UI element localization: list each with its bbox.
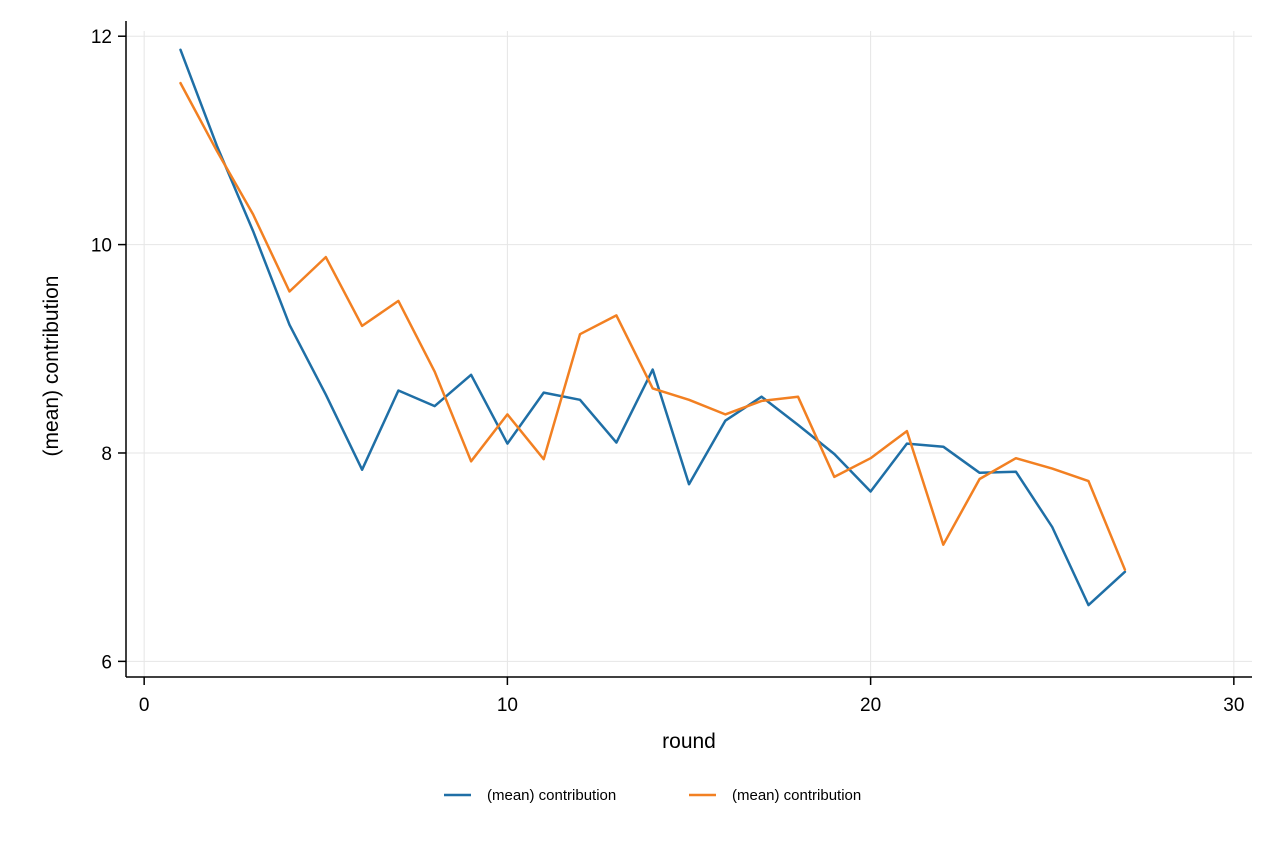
series-2-point-1 — [179, 82, 181, 84]
x-axis-title: round — [662, 730, 716, 753]
series-2-point-24 — [1015, 457, 1017, 459]
series-lines — [179, 48, 1127, 607]
series-2-point-5 — [325, 256, 327, 258]
series-2-point-27 — [1124, 569, 1126, 571]
series-2-point-4 — [288, 290, 290, 292]
series-2-point-12 — [579, 333, 581, 335]
series-2-point-6 — [361, 325, 363, 327]
series-1-point-17 — [760, 396, 762, 398]
series-1-point-2 — [216, 144, 218, 146]
y-axis-title: (mean) contribution — [40, 276, 63, 457]
series-2-point-19 — [833, 476, 835, 478]
series-1-point-1 — [179, 49, 181, 51]
series-1-point-16 — [724, 420, 726, 422]
x-tick-label-20: 20 — [860, 695, 881, 716]
series-2-point-7 — [397, 300, 399, 302]
series-1-point-27 — [1124, 571, 1126, 573]
x-tick-label-30: 30 — [1223, 695, 1244, 716]
series-1-point-20 — [869, 490, 871, 492]
series-1-point-26 — [1087, 604, 1089, 606]
series-1-point-4 — [288, 324, 290, 326]
series-1-point-18 — [797, 424, 799, 426]
series-1-point-19 — [833, 453, 835, 455]
series-1-point-21 — [906, 442, 908, 444]
series-2-point-26 — [1087, 480, 1089, 482]
series-2-point-3 — [252, 213, 254, 215]
x-tick-label-0: 0 — [139, 695, 150, 716]
series-1-point-3 — [252, 230, 254, 232]
gridlines — [126, 31, 1252, 677]
series-1-point-14 — [652, 368, 654, 370]
series-2-point-15 — [688, 399, 690, 401]
series-1-point-11 — [543, 391, 545, 393]
y-tick-label-6: 6 — [101, 652, 112, 673]
series-2-point-23 — [978, 478, 980, 480]
series-2-point-10 — [506, 413, 508, 415]
series-2-point-18 — [797, 396, 799, 398]
series-line-2 — [179, 81, 1127, 571]
series-2-point-9 — [470, 460, 472, 462]
series-1-point-22 — [942, 446, 944, 448]
legend-label-series-1: (mean) contribution — [487, 787, 616, 804]
series-2-point-16 — [724, 413, 726, 415]
y-tick-label-12: 12 — [91, 27, 112, 48]
series-2-point-11 — [543, 458, 545, 460]
series-1-point-13 — [615, 441, 617, 443]
series-1-point-7 — [397, 389, 399, 391]
series-2-point-8 — [434, 371, 436, 373]
series-2-point-17 — [760, 400, 762, 402]
series-1-point-24 — [1015, 471, 1017, 473]
series-1-point-8 — [434, 405, 436, 407]
legend-label-series-2: (mean) contribution — [732, 787, 861, 804]
series-1-point-15 — [688, 483, 690, 485]
tick-labels: 0 10 20 30 6 8 10 12 — [91, 27, 1245, 716]
series-1-point-9 — [470, 374, 472, 376]
series-2-point-2 — [216, 150, 218, 152]
series-2-point-21 — [906, 430, 908, 432]
legend: (mean) contribution (mean) contribution — [444, 787, 861, 804]
series-1-point-5 — [325, 393, 327, 395]
series-1-point-25 — [1051, 526, 1053, 528]
series-2-point-14 — [652, 387, 654, 389]
series-line-1 — [179, 48, 1127, 607]
series-1-point-6 — [361, 469, 363, 471]
y-tick-label-8: 8 — [101, 444, 112, 465]
series-1-point-12 — [579, 399, 581, 401]
series-1-point-23 — [978, 472, 980, 474]
series-1-point-10 — [506, 442, 508, 444]
series-2-point-25 — [1051, 467, 1053, 469]
axes — [118, 21, 1252, 685]
series-2-point-22 — [942, 544, 944, 546]
x-tick-label-10: 10 — [497, 695, 518, 716]
series-2-point-20 — [869, 457, 871, 459]
y-tick-label-10: 10 — [91, 236, 112, 257]
series-2-point-13 — [615, 314, 617, 316]
